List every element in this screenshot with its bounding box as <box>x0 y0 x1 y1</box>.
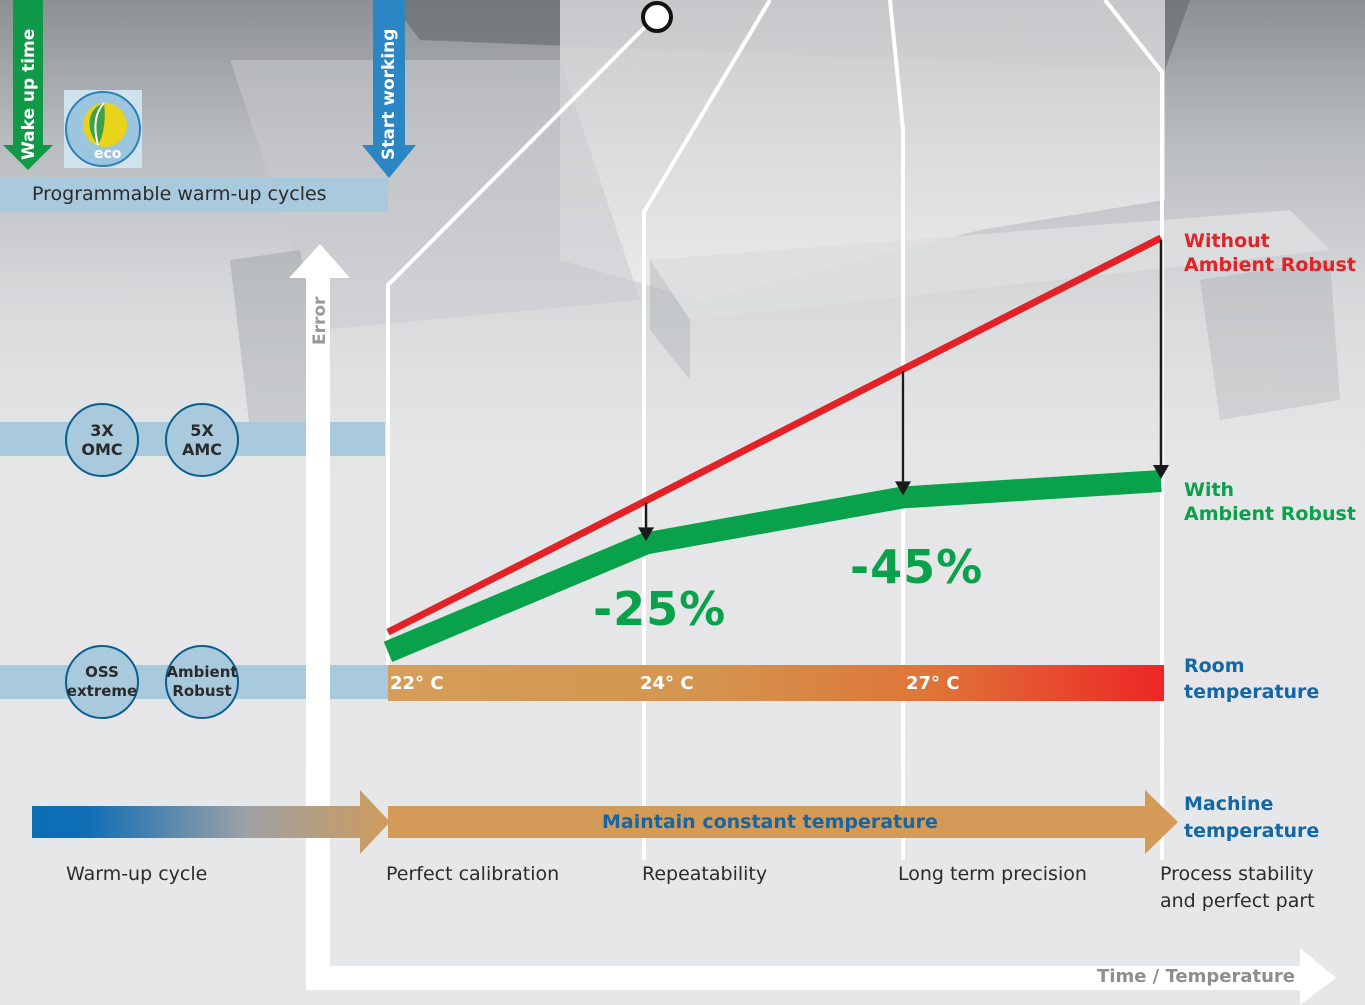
series-with-ambient-robust-point-2 <box>902 496 904 498</box>
series-with-ambient-robust <box>383 470 1162 662</box>
series-without-ambient-robust-point-0 <box>387 631 389 633</box>
reduction-arrowhead-2 <box>895 481 911 496</box>
wake-up-arrow-shaft <box>13 0 43 145</box>
option-ambient-robust: Ambient Robust <box>165 645 239 719</box>
maintain-constant-label: Maintain constant temperature <box>602 811 938 833</box>
warm-up-cycle-arrow <box>32 790 390 854</box>
series-without-ambient-robust-point-3 <box>1160 237 1162 239</box>
stage-precision-label: Long term precision <box>898 863 1087 885</box>
maintain-constant-arrow <box>388 790 1178 854</box>
temp-tick-22: 22° C <box>390 673 444 694</box>
eco-label: eco <box>94 146 122 162</box>
option-5x-amc: 5X AMC <box>165 403 239 477</box>
series-without-ambient-robust-point-2 <box>902 368 904 370</box>
guide-line-repeatability <box>642 0 772 665</box>
series-without-ambient-robust-point-1 <box>645 500 647 502</box>
room-temperature-label: Room temperature <box>1184 655 1320 703</box>
stage-repeatability-label: Repeatability <box>642 863 768 885</box>
option-oss-extreme: OSS extreme <box>65 645 139 719</box>
programmable-cycles-label: Programmable warm-up cycles <box>32 183 327 205</box>
top-arrows <box>3 0 416 178</box>
programmable-cycles-band: Programmable warm-up cycles <box>0 178 388 212</box>
reduction-25-label: -25% <box>593 582 727 636</box>
wake-up-arrow-head <box>3 145 53 170</box>
start-working-arrow-head <box>362 145 416 178</box>
reduction-45-label: -45% <box>850 540 984 594</box>
stage-stability-label: Process stability and perfect part <box>1160 863 1315 912</box>
option-3x-omc: 3X OMC <box>65 403 139 477</box>
time-axis-arrowhead <box>1300 948 1336 1005</box>
error-axis <box>306 276 330 990</box>
start-working-arrow-shaft <box>373 0 405 145</box>
error-axis-arrowhead <box>289 244 350 278</box>
machine-temperature-label: Machine temperature <box>1184 793 1320 842</box>
temp-tick-24: 24° C <box>640 673 694 694</box>
series-with-ambient-robust-point-3 <box>1160 480 1162 482</box>
reduction-arrowhead-3 <box>1153 465 1169 479</box>
eco-badge: eco <box>64 90 142 168</box>
x-axis-label: Time / Temperature <box>1097 966 1295 987</box>
series-with-ambient-robust-point-0 <box>387 651 389 653</box>
series-with-ambient-robust-point-1 <box>645 542 647 544</box>
guide-line-calibration <box>386 20 652 665</box>
eco-leaf-icon <box>65 91 141 167</box>
focus-circle-icon <box>641 1 673 33</box>
stage-calibration-label: Perfect calibration <box>386 863 560 885</box>
reduction-arrowhead-1 <box>638 527 654 542</box>
temp-tick-27: 27° C <box>906 673 960 694</box>
time-axis <box>306 966 1306 990</box>
room-temperature-bar <box>388 665 1164 701</box>
without-ambient-robust-label: Without Ambient Robust <box>1184 230 1356 276</box>
with-ambient-robust-label: With Ambient Robust <box>1184 479 1356 525</box>
series-without-ambient-robust <box>386 234 1163 636</box>
stage-warm-up-label: Warm-up cycle <box>66 863 208 885</box>
